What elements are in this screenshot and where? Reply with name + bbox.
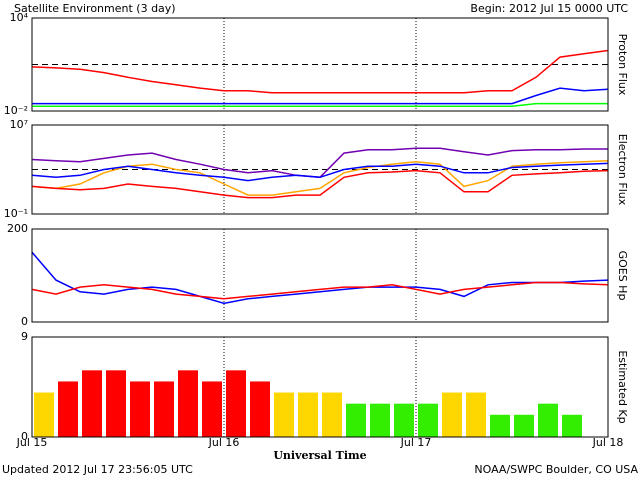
begin-time: Begin: 2012 Jul 15 0000 UTC bbox=[470, 2, 628, 15]
bar bbox=[106, 370, 126, 437]
bar bbox=[34, 392, 54, 437]
bar bbox=[226, 370, 246, 437]
panel-frame bbox=[31, 336, 609, 438]
bar bbox=[274, 392, 294, 437]
x-tick-label: Jul 17 bbox=[400, 436, 432, 449]
source: NOAA/SWPC Boulder, CO USA bbox=[474, 463, 638, 476]
series-line bbox=[31, 169, 609, 199]
y-axis-label: Estimated Kp bbox=[616, 350, 629, 423]
bar bbox=[82, 370, 102, 437]
panel-frame bbox=[31, 124, 609, 215]
y-axis-label: Electron Flux bbox=[616, 134, 629, 206]
bar bbox=[514, 414, 534, 437]
bar bbox=[394, 403, 414, 437]
bar bbox=[490, 414, 510, 437]
bar bbox=[154, 381, 174, 437]
panel-frame bbox=[31, 228, 609, 323]
series-line bbox=[31, 147, 608, 179]
bar bbox=[538, 403, 558, 437]
y-axis-label: GOES Hp bbox=[616, 251, 629, 301]
y-tick-label: 10⁻¹ bbox=[4, 207, 28, 220]
bar bbox=[322, 392, 342, 437]
title: Satellite Environment (3 day) bbox=[14, 2, 176, 15]
series-line bbox=[31, 251, 609, 305]
bar bbox=[130, 381, 150, 437]
bar bbox=[442, 392, 462, 437]
y-tick-label: 0 bbox=[21, 430, 28, 443]
y-tick-label: 9 bbox=[21, 330, 28, 343]
series-line bbox=[31, 281, 609, 300]
bar bbox=[202, 381, 222, 437]
bar bbox=[562, 414, 582, 437]
updated: Updated 2012 Jul 17 23:56:05 UTC bbox=[2, 463, 193, 476]
bar bbox=[58, 381, 78, 437]
series-line bbox=[31, 49, 609, 94]
x-axis-label: Universal Time bbox=[273, 449, 366, 462]
x-tick-label: Jul 18 bbox=[592, 436, 624, 449]
bar bbox=[370, 403, 390, 437]
bar bbox=[346, 403, 366, 437]
bar bbox=[178, 370, 198, 437]
bar bbox=[466, 392, 486, 437]
y-tick-label: 10⁴ bbox=[10, 11, 29, 24]
series-line bbox=[31, 162, 609, 182]
y-tick-label: 200 bbox=[7, 222, 28, 235]
y-axis-label: Proton Flux bbox=[616, 34, 629, 96]
bar bbox=[418, 403, 438, 437]
bar bbox=[250, 381, 270, 437]
x-tick-label: Jul 16 bbox=[208, 436, 240, 449]
bar bbox=[298, 392, 318, 437]
y-tick-label: 10⁷ bbox=[10, 118, 28, 131]
y-tick-label: 10⁻² bbox=[4, 104, 28, 117]
series-line bbox=[32, 87, 609, 105]
x-tick-label: Jul 15 bbox=[16, 436, 48, 449]
series-line bbox=[32, 102, 608, 108]
panel-frame bbox=[31, 17, 609, 112]
y-tick-label: 0 bbox=[21, 315, 28, 328]
